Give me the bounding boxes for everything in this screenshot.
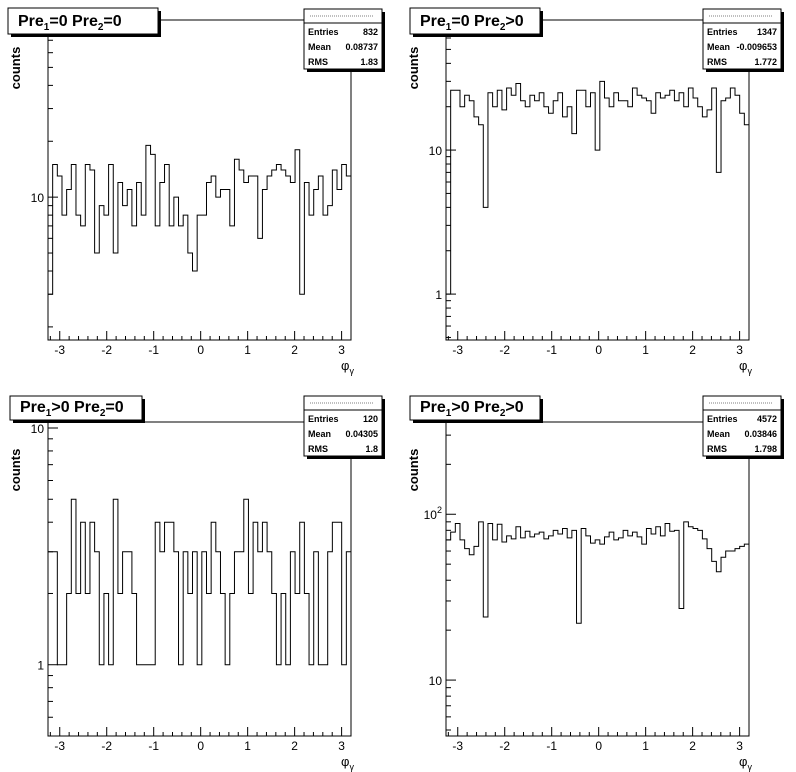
x-tick-label: 1 (642, 739, 649, 753)
stats-value: -0.009653 (736, 42, 777, 52)
histogram-line (47, 498, 351, 736)
stats-box (702, 395, 782, 457)
x-tick-label: 1 (642, 343, 649, 357)
stats-label: Entries (308, 414, 339, 424)
stats-label: RMS (308, 444, 328, 454)
stats-label: RMS (707, 444, 727, 454)
title-box (409, 395, 541, 421)
x-tick-label: 3 (338, 343, 345, 357)
y-axis-label: counts (406, 47, 421, 90)
y-tick-label: 102 (424, 505, 442, 522)
x-tick-label: -1 (546, 739, 557, 753)
stats-value: 0.08737 (345, 42, 378, 52)
y-tick-label: 10 (429, 674, 443, 688)
stats-label: Mean (707, 42, 730, 52)
stats-value: 120 (363, 414, 378, 424)
stats-label: Mean (308, 42, 331, 52)
x-tick-label: -1 (148, 739, 159, 753)
stats-label: RMS (707, 57, 727, 67)
stats-value: 4572 (757, 414, 777, 424)
plot-frame (445, 19, 750, 341)
x-tick-label: 0 (197, 739, 204, 753)
x-tick-label: 3 (736, 343, 743, 357)
stats-label: Entries (707, 27, 738, 37)
stats-box (303, 8, 383, 70)
x-tick-label: 2 (689, 343, 696, 357)
x-tick-label: -2 (499, 343, 510, 357)
stats-label: Mean (308, 429, 331, 439)
stats-value: 1.83 (360, 57, 378, 67)
x-tick-label: -2 (101, 343, 112, 357)
stats-box (702, 8, 782, 70)
stats-box (303, 395, 383, 457)
x-axis-label: φγ (341, 358, 354, 376)
histogram-line (445, 521, 749, 736)
x-tick-label: -1 (148, 343, 159, 357)
x-tick-label: 3 (736, 739, 743, 753)
x-axis-label: φγ (739, 754, 752, 772)
y-tick-label: 10 (31, 422, 45, 436)
histogram-line (445, 80, 749, 340)
x-tick-label: -3 (452, 739, 463, 753)
stats-value: 832 (363, 27, 378, 37)
x-tick-label: 2 (291, 343, 298, 357)
x-tick-label: -3 (54, 343, 65, 357)
stats-value: 1347 (757, 27, 777, 37)
y-tick-label: 10 (31, 191, 45, 205)
y-tick-label: 1 (435, 288, 442, 302)
title-box (409, 7, 541, 35)
histogram-panel-1: -3 -2 -1 0 1 2 3 10 counts φγ Pre1=0 Pre2=0 Entries… (7, 7, 385, 376)
y-axis-label: counts (8, 47, 23, 90)
chart-title: Pre1>0 Pre2=0 (20, 399, 124, 419)
x-tick-label: 2 (291, 739, 298, 753)
plot-frame (47, 19, 352, 341)
x-tick-label: 1 (244, 739, 251, 753)
x-axis-label: φγ (739, 358, 752, 376)
chart-title: Pre1=0 Pre2>0 (420, 13, 524, 33)
x-tick-label: -2 (499, 739, 510, 753)
title-box (7, 7, 159, 35)
y-axis-label: counts (406, 449, 421, 492)
x-tick-label: -3 (452, 343, 463, 357)
title-box (9, 395, 143, 421)
stats-value: 0.04305 (345, 429, 378, 439)
x-tick-label: 1 (244, 343, 251, 357)
histogram-panel-2: -3 -2 -1 0 1 2 3 1 10 counts φγ Pre1=0 Pre2>0 Entrie… (406, 7, 784, 376)
histogram-line (47, 144, 351, 340)
plot-frame (47, 421, 352, 737)
histogram-panel-3: -3 -2 -1 0 1 2 3 1 10 counts φγ Pre1>0 Pre2=0 Entrie… (8, 395, 385, 772)
y-tick-label: 10 (429, 144, 443, 158)
x-tick-label: 2 (689, 739, 696, 753)
stats-label: Mean (707, 429, 730, 439)
x-tick-label: 0 (595, 739, 602, 753)
x-tick-label: -3 (54, 739, 65, 753)
stats-value: 1.772 (754, 57, 777, 67)
x-tick-label: 3 (338, 739, 345, 753)
y-tick-label: 1 (37, 659, 44, 673)
stats-label: RMS (308, 57, 328, 67)
stats-value: 1.8 (365, 444, 378, 454)
stats-label: Entries (707, 414, 738, 424)
stats-label: Entries (308, 27, 339, 37)
chart-title: Pre1=0 Pre2=0 (18, 13, 122, 33)
x-tick-label: -1 (546, 343, 557, 357)
chart-title: Pre1>0 Pre2>0 (420, 399, 524, 419)
x-tick-label: 0 (197, 343, 204, 357)
x-axis-label: φγ (341, 754, 354, 772)
stats-value: 1.798 (754, 444, 777, 454)
plot-frame (445, 421, 750, 737)
x-tick-label: 0 (595, 343, 602, 357)
y-axis-label: counts (8, 449, 23, 492)
stats-value: 0.03846 (744, 429, 777, 439)
x-tick-label: -2 (101, 739, 112, 753)
